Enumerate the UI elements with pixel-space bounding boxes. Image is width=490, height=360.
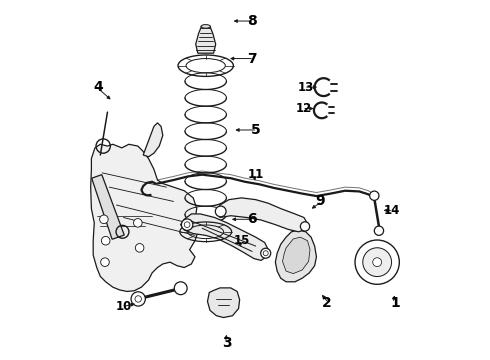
Text: 5: 5 — [251, 123, 261, 137]
Text: 7: 7 — [247, 51, 257, 66]
Circle shape — [134, 219, 142, 227]
Polygon shape — [91, 144, 198, 292]
Polygon shape — [275, 230, 317, 282]
Text: 14: 14 — [383, 204, 400, 217]
Polygon shape — [207, 288, 240, 318]
Circle shape — [363, 248, 392, 276]
Polygon shape — [196, 26, 216, 53]
Text: 9: 9 — [315, 194, 325, 208]
Circle shape — [355, 240, 399, 284]
Circle shape — [215, 206, 226, 217]
Polygon shape — [181, 214, 268, 260]
Circle shape — [181, 219, 193, 230]
Text: 11: 11 — [247, 168, 264, 181]
Polygon shape — [283, 237, 310, 274]
Circle shape — [135, 244, 144, 252]
Text: 13: 13 — [297, 81, 314, 94]
Polygon shape — [143, 123, 163, 157]
Circle shape — [369, 191, 379, 201]
Text: 4: 4 — [94, 80, 103, 94]
Ellipse shape — [201, 24, 210, 28]
Text: 2: 2 — [322, 296, 332, 310]
Polygon shape — [92, 175, 124, 239]
Text: 8: 8 — [247, 14, 257, 28]
Circle shape — [174, 282, 187, 295]
Text: 6: 6 — [247, 212, 257, 226]
Circle shape — [131, 292, 146, 306]
Text: 3: 3 — [222, 336, 232, 350]
Text: 15: 15 — [233, 234, 249, 247]
Text: 10: 10 — [116, 300, 132, 313]
Circle shape — [373, 258, 382, 267]
Circle shape — [135, 296, 142, 302]
Circle shape — [261, 248, 270, 258]
Circle shape — [184, 222, 190, 228]
Text: 12: 12 — [296, 102, 312, 115]
Text: 1: 1 — [390, 296, 400, 310]
Polygon shape — [217, 198, 308, 232]
Circle shape — [300, 222, 310, 231]
Circle shape — [374, 226, 384, 235]
Circle shape — [100, 258, 109, 266]
Circle shape — [263, 251, 268, 256]
Circle shape — [99, 215, 108, 224]
Circle shape — [101, 237, 110, 245]
